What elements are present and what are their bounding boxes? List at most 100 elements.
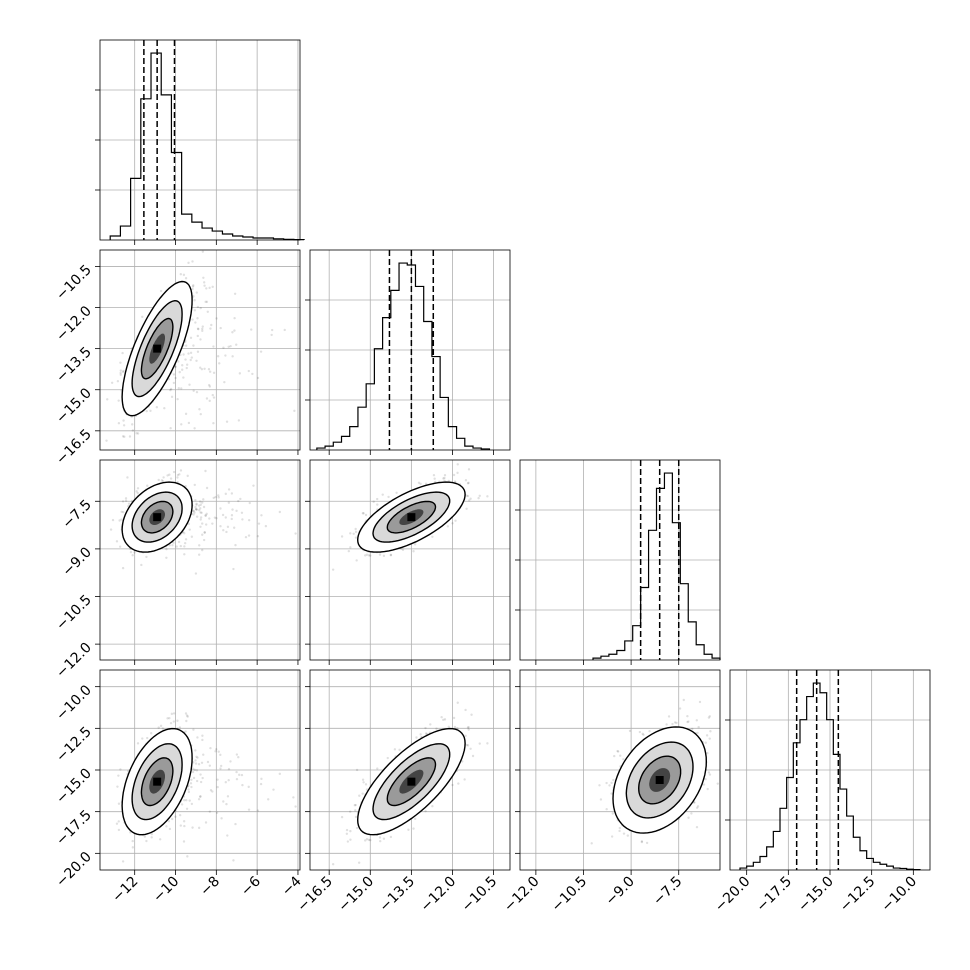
sample-point <box>192 728 195 731</box>
sample-point <box>192 761 195 764</box>
sample-point <box>232 859 235 862</box>
sample-point <box>616 750 620 753</box>
sample-point <box>188 528 191 531</box>
sample-point <box>467 468 471 471</box>
sample-point <box>369 838 372 842</box>
sample-point <box>179 273 183 276</box>
sample-point <box>136 491 139 495</box>
sample-point <box>331 568 335 571</box>
sample-point <box>698 700 702 704</box>
sample-point <box>182 353 185 356</box>
sample-point <box>386 756 389 760</box>
density-peak <box>655 776 664 784</box>
x-tick-label: −10.0 <box>879 874 921 916</box>
sample-point <box>687 720 690 723</box>
sample-point <box>131 554 134 557</box>
panel-frame <box>309 249 511 451</box>
sample-point <box>195 508 199 511</box>
sample-point <box>121 435 125 438</box>
sample-point <box>199 795 202 798</box>
sample-point <box>210 323 213 327</box>
sample-point <box>205 287 208 290</box>
sample-point <box>216 355 220 358</box>
sample-point <box>191 318 194 321</box>
scatter-panel-p0-p3 <box>95 669 301 875</box>
sample-point <box>241 518 244 521</box>
sample-point <box>185 714 189 717</box>
sample-point <box>217 496 220 499</box>
sample-point <box>346 840 350 843</box>
sample-point <box>605 808 608 811</box>
sample-point <box>398 748 401 752</box>
sample-point <box>466 744 470 747</box>
sample-point <box>232 567 235 571</box>
sample-point <box>199 306 202 310</box>
sample-point <box>178 473 181 476</box>
sample-point <box>196 736 199 739</box>
sample-point <box>354 536 358 539</box>
sample-point <box>226 226 228 228</box>
sample-point <box>212 345 215 348</box>
y-tick-label: −13.5 <box>53 344 95 386</box>
sample-point <box>165 547 168 551</box>
sample-point <box>345 828 349 832</box>
sample-point <box>365 553 369 556</box>
sample-point <box>456 727 459 730</box>
sample-point <box>193 309 197 312</box>
sample-point <box>178 726 182 729</box>
sample-point <box>278 772 282 776</box>
density-peak <box>153 344 162 353</box>
sample-point <box>419 482 422 486</box>
contour-line-2 <box>131 299 183 398</box>
sample-point <box>424 809 427 813</box>
sample-point <box>146 736 149 740</box>
sample-point <box>199 773 202 776</box>
sample-point <box>256 376 260 380</box>
panel-content <box>100 460 300 660</box>
sample-point <box>716 782 719 785</box>
sample-point <box>250 328 253 331</box>
sample-point <box>432 473 436 477</box>
sample-point <box>466 494 470 498</box>
sample-point <box>176 476 179 479</box>
sample-point <box>141 315 144 319</box>
panel-frame <box>519 459 721 661</box>
sample-point <box>115 822 119 825</box>
sample-point <box>222 529 225 532</box>
sample-point <box>376 497 379 501</box>
sample-point <box>117 828 121 832</box>
sample-point <box>168 716 171 720</box>
sample-point <box>227 345 230 348</box>
y-tick-label: −15.0 <box>53 766 95 808</box>
sample-point <box>354 809 357 812</box>
sample-point <box>201 325 204 328</box>
sample-point <box>133 551 136 554</box>
y-tick-label: −17.5 <box>53 807 95 849</box>
sample-point <box>256 534 260 538</box>
sample-point <box>149 409 152 413</box>
sample-point <box>185 799 188 802</box>
sample-point <box>170 817 174 821</box>
panel-content <box>310 460 510 660</box>
sample-point <box>203 531 206 534</box>
sample-point <box>118 519 121 522</box>
sample-point <box>219 326 222 330</box>
x-tick-label: −7.5 <box>650 874 685 909</box>
sample-point <box>187 352 190 355</box>
sample-point <box>194 762 198 765</box>
sample-point <box>205 523 208 526</box>
sample-point <box>237 756 240 759</box>
sample-point <box>220 817 223 820</box>
sample-point <box>161 727 165 730</box>
sample-point <box>226 834 229 837</box>
sample-point <box>267 798 270 801</box>
sample-point <box>367 838 371 842</box>
sample-point <box>192 295 195 298</box>
sample-point <box>195 390 199 394</box>
sample-point <box>136 742 140 745</box>
sample-point <box>186 715 189 718</box>
sample-point <box>227 767 231 771</box>
sample-point <box>178 370 181 374</box>
sample-point <box>645 841 649 845</box>
sample-point <box>162 476 165 479</box>
